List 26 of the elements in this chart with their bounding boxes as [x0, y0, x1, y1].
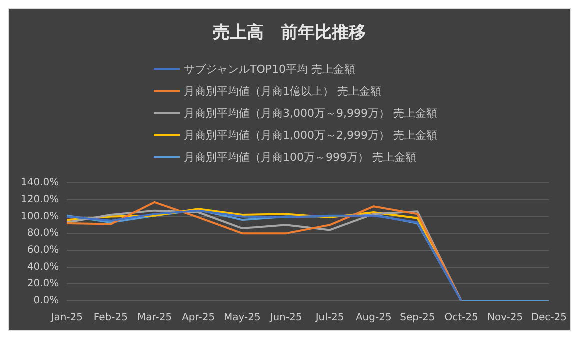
y-tick-label: 40.0%: [27, 262, 60, 273]
x-tick-label: Dec-25: [531, 312, 567, 324]
x-tick-label: Apr-25: [182, 312, 216, 324]
x-tick-label: Jul-25: [314, 312, 344, 324]
x-tick-label: Feb-25: [94, 312, 128, 324]
x-tick-label: Jan-25: [50, 312, 84, 324]
x-tick-label: Sep-25: [400, 312, 436, 324]
y-tick-label: 100.0%: [20, 211, 60, 222]
legend-label: 月商別平均値（月商1,000万～2,999万） 売上金額: [184, 128, 438, 142]
x-tick-label: May-25: [224, 312, 261, 324]
chart-title: 売上高 前年比推移: [212, 22, 367, 44]
y-tick-label: 120.0%: [20, 194, 60, 206]
x-tick-label: Oct-25: [444, 312, 478, 324]
legend-label: 月商別平均値（月商100万～999万） 売上金額: [184, 150, 416, 164]
y-tick-label: 0.0%: [34, 296, 60, 307]
y-tick-label: 20.0%: [27, 278, 60, 290]
legend-label: サブジャンルTOP10平均 売上金額: [184, 62, 356, 76]
legend-label: 月商別平均値（月商3,000万～9,999万） 売上金額: [184, 106, 438, 120]
x-tick-label: Nov-25: [488, 312, 524, 324]
y-tick-label: 60.0%: [27, 245, 60, 256]
legend-label: 月商別平均値（月商1億以上） 売上金額: [184, 84, 382, 98]
x-tick-label: Jun-25: [269, 312, 302, 324]
x-tick-label: Mar-25: [137, 312, 172, 324]
y-tick-label: 80.0%: [27, 228, 60, 240]
x-tick-label: Aug-25: [356, 312, 392, 324]
y-tick-label: 140.0%: [20, 178, 60, 189]
